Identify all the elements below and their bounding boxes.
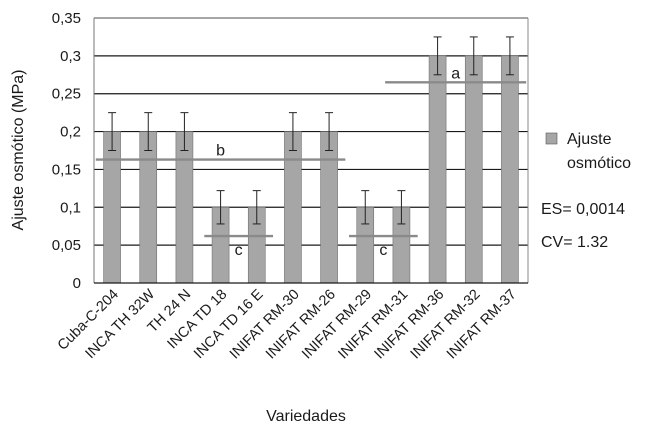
y-tick-label: 0,25: [52, 86, 81, 103]
y-tick-label: 0,05: [52, 237, 81, 254]
x-axis-title: Variedades: [266, 408, 346, 425]
y-axis-title: Ajuste osmótico (MPa): [10, 70, 27, 231]
axes: [93, 17, 529, 284]
bar: [103, 131, 121, 284]
bar: [284, 131, 302, 284]
y-tick-label: 0,35: [52, 10, 81, 27]
group-letter: a: [451, 65, 460, 82]
bar: [139, 131, 158, 284]
y-tick-label: 0,15: [52, 161, 81, 178]
legend-label-line1: Ajuste: [567, 131, 612, 148]
group-annotations: a b c c: [95, 65, 527, 259]
group-letter: c: [235, 242, 243, 259]
bar: [501, 55, 519, 284]
gridlines: [94, 17, 528, 246]
legend: Ajuste osmótico: [545, 131, 631, 172]
y-tick-labels: 0 0,05 0,1 0,15 0,2 0,25 0,3 0,35: [52, 10, 81, 292]
y-tick-label: 0,2: [60, 124, 81, 141]
stat-cv: CV= 1.32: [541, 234, 608, 251]
bar: [320, 131, 338, 284]
group-letter: c: [379, 242, 387, 259]
bar: [464, 55, 483, 284]
y-tick-label: 0,1: [60, 199, 81, 216]
bar: [428, 55, 447, 284]
y-tick-label: 0,3: [60, 48, 81, 65]
y-tick-label: 0: [73, 275, 81, 292]
error-bars: [108, 36, 514, 225]
bars: [103, 55, 519, 284]
group-letter: b: [216, 143, 225, 160]
bar: [175, 131, 194, 284]
stat-es: ES= 0,0014: [541, 201, 625, 218]
legend-swatch: [545, 132, 558, 145]
legend-label-line2: osmótico: [567, 155, 631, 172]
